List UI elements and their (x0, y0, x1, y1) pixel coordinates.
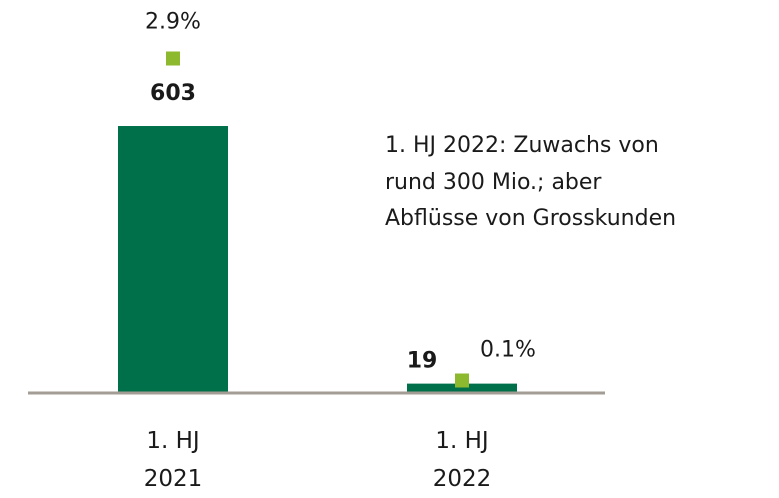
value-label: 2.9% (145, 10, 201, 35)
x-tick-label: 1. HJ 2022 (432, 428, 492, 492)
value-label: 603 (150, 81, 196, 106)
annotation-line: Abflüsse von Grosskunden (385, 206, 676, 231)
value-label: 0.1% (480, 338, 536, 363)
value-label: 19 (407, 349, 438, 374)
annotation-line: 1. HJ 2022: Zuwachs von (385, 133, 659, 158)
x-tick-label: 1. HJ 2021 (143, 428, 203, 492)
bar (407, 383, 517, 392)
bar (118, 126, 228, 393)
marker (166, 51, 180, 66)
annotation-line: rund 300 Mio.; aber (385, 170, 602, 195)
marker (455, 373, 469, 388)
